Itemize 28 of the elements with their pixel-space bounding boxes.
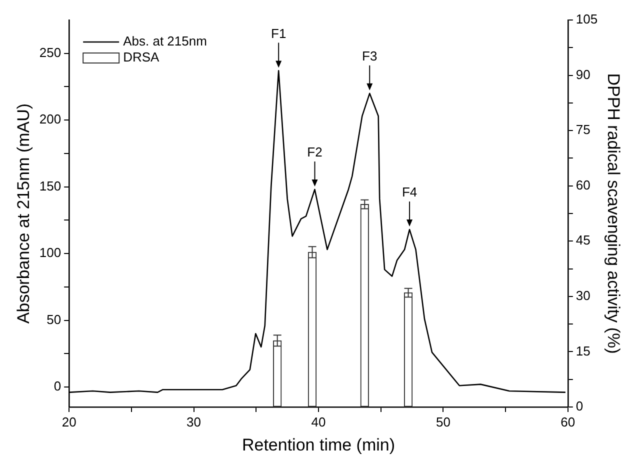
x-axis-title: Retention time (min) (242, 435, 396, 454)
y-tick-label: 0 (54, 378, 62, 394)
y-tick-label: 50 (46, 312, 62, 327)
y2-axis-title: DPPH radical scavenging activity (%) (604, 73, 624, 354)
y-tick-label: 100 (39, 245, 62, 260)
annotation: F3 (362, 48, 378, 64)
y2-tick-label: 0 (576, 398, 584, 414)
y-tick-label: 200 (39, 112, 62, 127)
legend-label: Abs. at 215nm (123, 34, 207, 49)
y-axis-title: Absorbance at 215nm (mAU) (14, 103, 33, 324)
y-tick-label: 250 (39, 44, 62, 60)
x-tick-label: 40 (311, 414, 326, 430)
x-tick-label: 60 (560, 414, 576, 430)
y2-tick-label: 15 (576, 343, 590, 358)
y2-tick-label: 45 (576, 232, 590, 248)
y2-tick-label: 90 (576, 66, 590, 82)
legend-label: DRSA (123, 50, 160, 65)
annotation: F2 (307, 144, 322, 160)
y2-tick-label: 30 (576, 288, 590, 304)
x-tick-label: 50 (436, 414, 450, 430)
y2-tick-label: 105 (576, 12, 598, 27)
y2-tick-label: 75 (576, 122, 590, 138)
y2-tick-label: 60 (576, 177, 590, 192)
y-tick-label: 150 (39, 178, 62, 194)
x-tick-label: 20 (62, 414, 76, 430)
annotation: F4 (402, 184, 418, 200)
annotation: F1 (271, 26, 286, 41)
x-tick-label: 30 (186, 414, 202, 430)
